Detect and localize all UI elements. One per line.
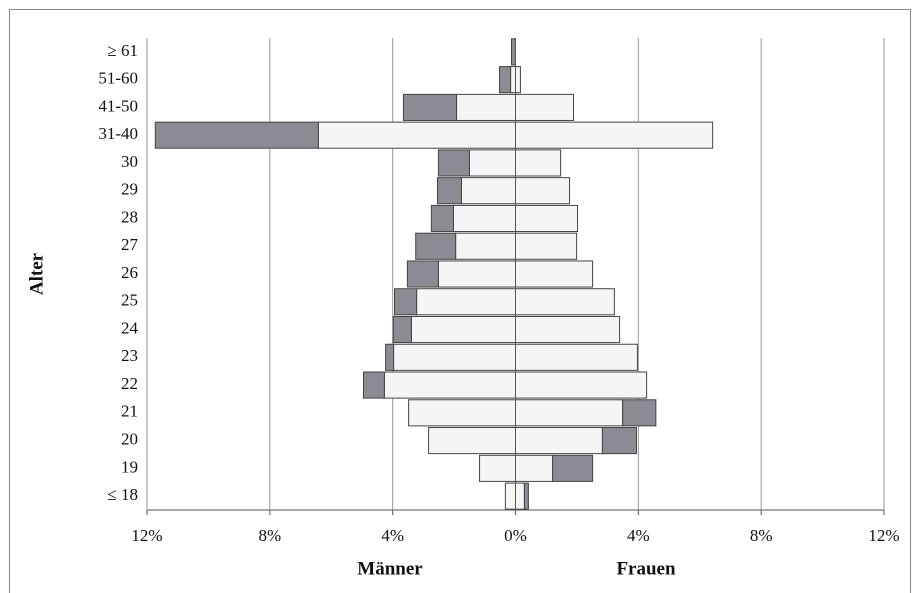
x-tick-label: 12% — [868, 526, 899, 545]
bar — [499, 66, 512, 94]
chart-frame — [9, 9, 911, 593]
bar — [515, 93, 575, 121]
bar — [515, 399, 624, 427]
bar — [515, 343, 638, 371]
bar — [428, 427, 517, 455]
y-tick-label: 22 — [121, 374, 138, 393]
y-tick-label: ≤ 18 — [107, 485, 138, 504]
bar — [437, 149, 470, 177]
y-tick-label: 31-40 — [98, 124, 138, 143]
y-tick-label: 30 — [121, 152, 138, 171]
x-axis-label-right: Frauen — [616, 558, 676, 579]
bar — [515, 260, 594, 288]
x-tick-label: 8% — [750, 526, 773, 545]
bar — [392, 315, 412, 344]
bar — [437, 260, 517, 288]
bar — [317, 121, 517, 149]
bar — [402, 93, 458, 121]
bar — [416, 288, 517, 316]
bar — [515, 454, 554, 482]
bar — [406, 260, 439, 288]
bar — [515, 288, 615, 316]
bar — [515, 204, 579, 233]
bar — [437, 177, 462, 205]
bar — [456, 93, 517, 121]
y-tick-label: ≥ 61 — [107, 41, 138, 60]
y-tick-label: 21 — [121, 402, 138, 421]
y-tick-label: 24 — [121, 318, 139, 337]
y-tick-label: 23 — [121, 346, 138, 365]
y-tick-label: 19 — [121, 457, 138, 476]
y-tick-label: 29 — [121, 180, 138, 199]
bar — [455, 232, 516, 260]
bar — [408, 399, 517, 427]
y-tick-label: 51-60 — [98, 69, 138, 88]
bar — [515, 371, 648, 399]
x-tick-label: 12% — [131, 526, 162, 545]
bar — [415, 232, 457, 260]
bar — [515, 149, 562, 177]
bar — [383, 371, 517, 399]
x-tick-label: 4% — [627, 526, 650, 545]
bar — [515, 315, 621, 344]
bar — [515, 66, 521, 94]
bar — [479, 454, 517, 482]
bar — [601, 427, 637, 455]
x-tick-label: 0% — [504, 526, 527, 545]
bar — [515, 121, 714, 149]
bar — [410, 315, 516, 344]
bar — [460, 177, 517, 205]
bar — [515, 177, 571, 205]
bar — [393, 343, 517, 371]
x-axis-label-left: Männer — [357, 558, 423, 579]
y-tick-label: 25 — [121, 291, 138, 310]
y-tick-label: 27 — [121, 235, 139, 254]
y-axis-label: Alter — [26, 252, 47, 295]
bar — [504, 482, 516, 510]
bar — [511, 38, 516, 66]
bar — [394, 288, 418, 316]
bar — [515, 482, 525, 510]
bar — [515, 232, 578, 260]
bar — [468, 149, 516, 177]
bar — [385, 343, 395, 371]
y-tick-label: 28 — [121, 207, 138, 226]
bar — [510, 66, 517, 94]
bar — [430, 204, 454, 233]
bar — [154, 121, 319, 149]
bar — [452, 204, 517, 233]
x-tick-label: 4% — [381, 526, 404, 545]
y-tick-label: 41-50 — [98, 96, 138, 115]
bar — [362, 371, 385, 399]
bar — [552, 454, 594, 482]
bar — [515, 427, 603, 455]
y-tick-label: 20 — [121, 429, 138, 448]
bar — [523, 482, 529, 510]
y-tick-label: 26 — [121, 263, 138, 282]
bar — [622, 399, 657, 427]
x-tick-label: 8% — [258, 526, 281, 545]
